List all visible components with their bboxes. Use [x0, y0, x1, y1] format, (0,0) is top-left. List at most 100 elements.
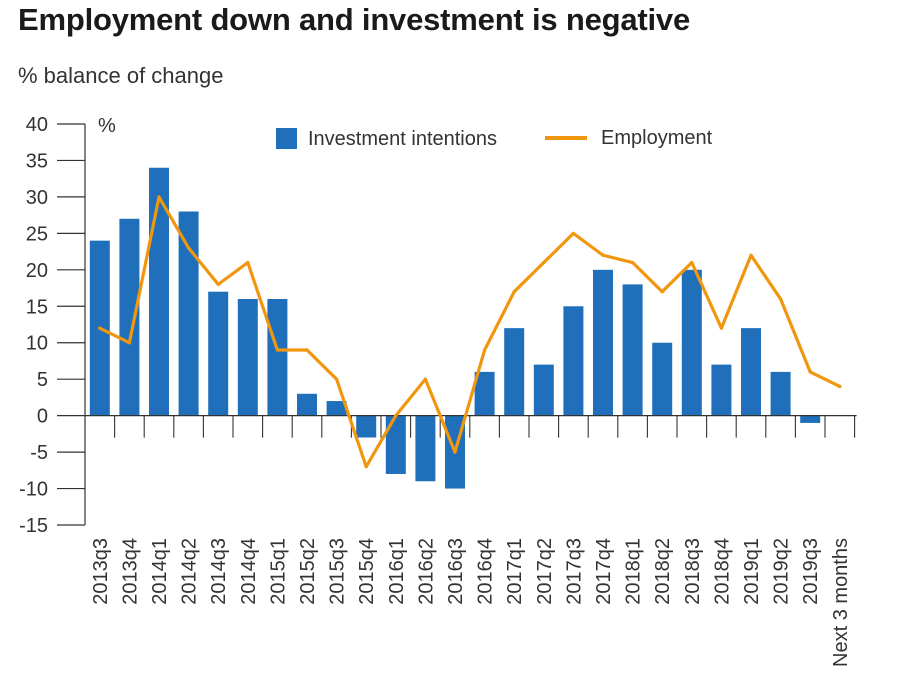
x-tick-label: 2017q1 — [504, 538, 526, 605]
y-tick-label: -10 — [19, 479, 48, 501]
employment-point-2015q3 — [335, 377, 339, 381]
employment-point-2016q3 — [453, 450, 457, 454]
x-tick-label: 2019q3 — [800, 538, 822, 605]
x-tick-label: 2015q2 — [297, 538, 319, 605]
bar-2018q4 — [711, 364, 732, 416]
x-tick-label: 2016q1 — [386, 538, 408, 605]
x-tick-label: 2018q4 — [711, 538, 733, 605]
x-tick-label: 2019q1 — [741, 538, 763, 605]
employment-point-2019q3 — [808, 370, 812, 374]
zero-baseline — [85, 415, 857, 438]
x-tick-label: 2013q3 — [90, 538, 112, 605]
bar-2013q4 — [119, 218, 140, 416]
x-tick-label: 2014q1 — [149, 538, 171, 605]
x-tick-label: 2015q1 — [267, 538, 289, 605]
employment-point-2015q2 — [305, 348, 309, 352]
y-tick-label: 40 — [26, 114, 48, 136]
employment-point-2016q2 — [423, 377, 427, 381]
chart-subtitle: % balance of change — [18, 63, 224, 88]
x-tick-label: 2014q3 — [208, 538, 230, 605]
bar-2016q2 — [415, 415, 436, 482]
employment-point-2018q4 — [719, 326, 724, 330]
employment-point-2013q4 — [127, 341, 131, 345]
bar-2019q3 — [800, 415, 821, 423]
x-tick-label: 2018q3 — [682, 538, 704, 605]
x-tick-label: 2013q4 — [119, 538, 141, 605]
x-tick-label: 2015q3 — [327, 538, 349, 605]
bar-2016q4 — [474, 371, 495, 416]
bar-2017q2 — [533, 364, 554, 416]
x-tick-label: 2014q4 — [238, 538, 260, 605]
x-tick-label: 2018q2 — [652, 538, 674, 605]
employment-point-2019q1 — [749, 253, 753, 257]
employment-point-2018q2 — [660, 290, 664, 294]
bar-2018q3 — [681, 269, 702, 416]
employment-point-2015q4 — [364, 465, 368, 469]
employment-point-2015q1 — [275, 348, 279, 352]
x-tick-label: 2016q2 — [415, 538, 437, 605]
bar-2015q2 — [297, 393, 317, 416]
employment-line — [98, 195, 842, 469]
bar-2015q1 — [267, 298, 288, 416]
employment-point-2017q2 — [542, 260, 546, 265]
bar-2017q3 — [563, 306, 584, 416]
bar-2017q4 — [593, 269, 613, 416]
x-tick-label: 2014q2 — [179, 538, 201, 605]
bar-2014q3 — [208, 291, 229, 416]
bar-series — [89, 167, 821, 489]
x-tick-label: 2018q1 — [623, 538, 645, 605]
legend-label-employment: Employment — [601, 127, 713, 149]
x-tick-label: 2017q3 — [563, 538, 585, 605]
employment-point-2014q4 — [246, 260, 250, 265]
bar-2016q1 — [385, 415, 406, 474]
bar-2018q2 — [652, 342, 673, 416]
y-tick-label: -15 — [19, 515, 48, 537]
employment-point-2017q3 — [571, 231, 576, 235]
legend-label-investment: Investment intentions — [308, 128, 497, 150]
bar-2017q1 — [504, 328, 525, 416]
legend: Investment intentions Employment — [276, 127, 713, 150]
employment-point-Next 3 months — [838, 384, 842, 389]
employment-point-2013q3 — [98, 326, 102, 330]
y-tick-label: 0 — [37, 406, 48, 428]
y-tick-label: 5 — [37, 369, 48, 391]
employment-point-2014q3 — [216, 282, 220, 286]
employment-point-2014q1 — [157, 195, 161, 199]
y-tick-label: 35 — [26, 150, 48, 172]
y-tick-label: 25 — [26, 223, 48, 245]
x-tick-label: 2015q4 — [356, 538, 378, 605]
bar-2019q2 — [770, 371, 791, 416]
x-tick-label: 2019q2 — [771, 538, 793, 605]
y-tick-label: 10 — [26, 333, 48, 355]
employment-point-2018q3 — [690, 260, 694, 265]
bar-2014q2 — [178, 211, 199, 416]
employment-point-2016q4 — [483, 348, 487, 352]
x-tick-label: 2016q4 — [475, 538, 497, 605]
bar-2014q4 — [237, 298, 258, 416]
bar-2015q3 — [326, 401, 347, 416]
bar-2015q4 — [356, 415, 377, 438]
x-axis-labels: 2013q3 2013q4 2014q1 2014q2 2014q3 2014q4 2015… — [90, 538, 852, 667]
employment-point-2019q2 — [779, 297, 783, 301]
x-tick-label: Next 3 months — [830, 538, 852, 667]
employment-point-2018q1 — [631, 260, 635, 265]
bar-2018q1 — [622, 284, 643, 416]
employment-point-2017q1 — [512, 290, 516, 294]
employment-point-2016q1 — [394, 414, 398, 418]
y-axis: 40 35 30 25 20 15 10 5 0 -5 -10 -15 — [19, 114, 86, 537]
y-tick-label: 30 — [26, 187, 48, 209]
x-tick-label: 2017q4 — [593, 538, 615, 605]
bar-2014q1 — [149, 167, 169, 416]
employment-point-2017q4 — [601, 253, 605, 257]
x-tick-label: 2017q2 — [534, 538, 556, 605]
legend-swatch-investment — [276, 128, 297, 149]
employment-point-2014q2 — [187, 246, 191, 250]
y-tick-label: 20 — [26, 260, 48, 282]
y-tick-label: -5 — [30, 442, 48, 464]
x-tick-label: 2016q3 — [445, 538, 467, 605]
y-tick-label: 15 — [26, 296, 48, 318]
chart-title: Employment down and investment is negati… — [18, 2, 691, 37]
bar-2019q1 — [741, 328, 761, 416]
line-series — [98, 195, 842, 469]
